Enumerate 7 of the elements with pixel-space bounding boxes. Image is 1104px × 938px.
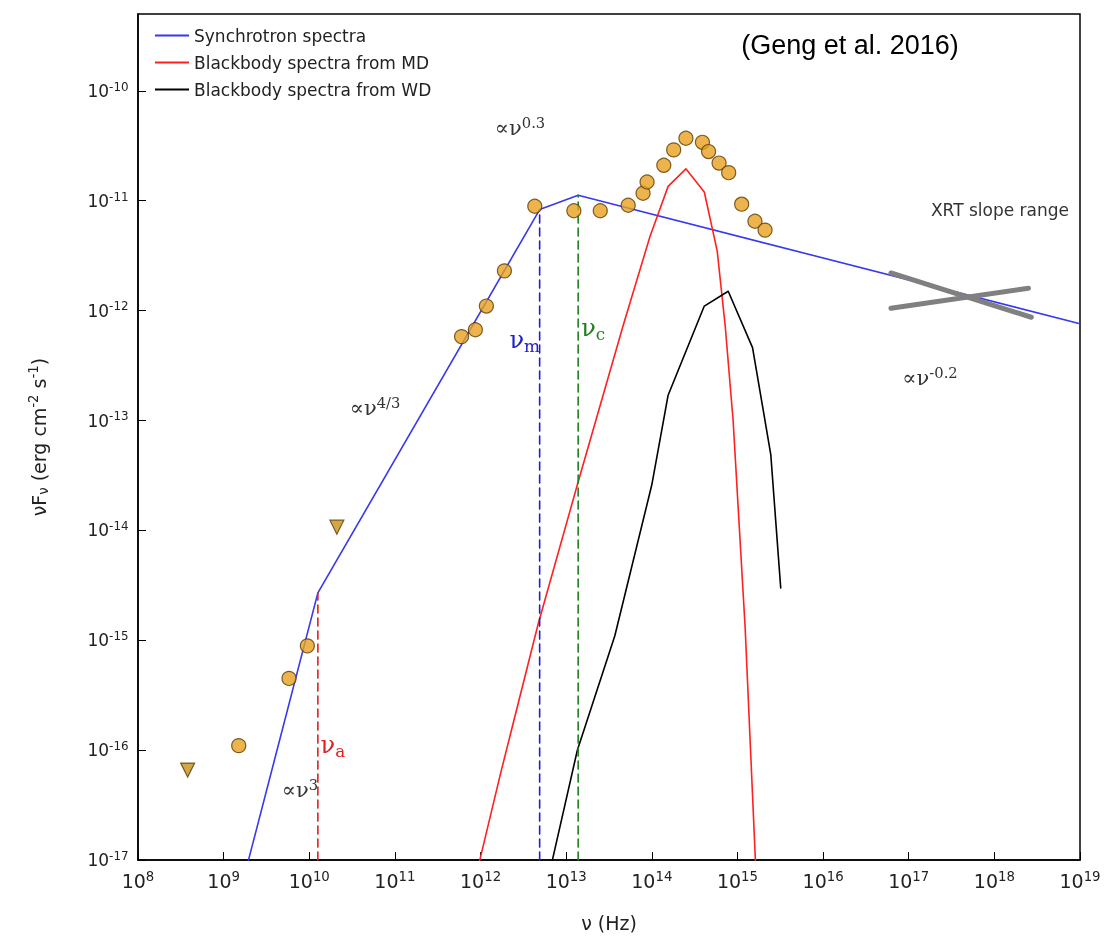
y-axis-title: νFν (erg cm-2 s-1) [26, 357, 51, 517]
legend-label: Blackbody spectra from MD [194, 52, 430, 73]
x-axis-title: ν (Hz) [581, 912, 637, 935]
legend-label: Blackbody spectra from WD [194, 79, 432, 100]
annotation: (Geng et al. 2016) [741, 30, 959, 60]
annotation: XRT slope range [930, 200, 1070, 220]
legend-label: Synchrotron spectra [194, 25, 367, 46]
